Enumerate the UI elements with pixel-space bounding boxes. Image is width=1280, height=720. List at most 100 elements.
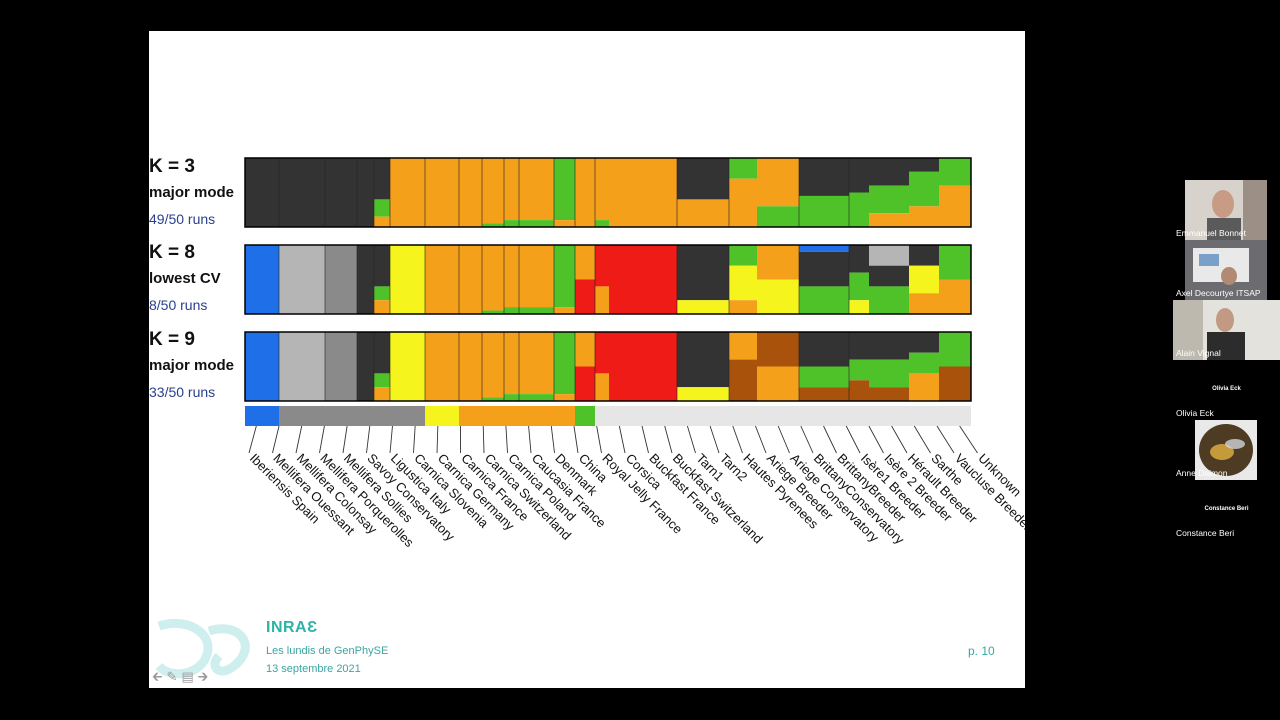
- admixture-bar: [849, 380, 869, 401]
- admixture-bar: [939, 158, 971, 186]
- k8-title: K = 8: [149, 242, 195, 263]
- structure-row-frame: [244, 331, 972, 402]
- population-leader-line: [550, 425, 555, 454]
- admixture-bar: [939, 332, 971, 367]
- admixture-bar: [609, 245, 677, 314]
- admixture-bar: [325, 158, 357, 227]
- admixture-bar: [554, 394, 575, 401]
- admixture-bar: [482, 245, 504, 311]
- k8-label-group: K = 8 lowest CV 8/50 runs: [149, 242, 249, 315]
- population-leader-line: [342, 425, 348, 454]
- admixture-bar: [757, 366, 799, 401]
- admixture-bar: [279, 245, 325, 314]
- admixture-bar: [849, 300, 869, 314]
- admixture-bar: [729, 245, 757, 266]
- admixture-bar: [729, 359, 757, 401]
- admixture-bar: [757, 206, 799, 227]
- admixture-bar: [849, 332, 869, 360]
- admixture-bar: [575, 366, 595, 401]
- structure-row-frame: [244, 244, 972, 315]
- arrow-right-icon[interactable]: 🡲: [197, 669, 209, 684]
- admixture-bar: [374, 216, 390, 227]
- admixture-bar: [595, 332, 609, 374]
- admixture-bar: [799, 158, 849, 196]
- admixture-bar: [677, 332, 729, 388]
- admixture-bar: [504, 158, 519, 221]
- participant-tile[interactable]: Alain Vignal: [1173, 300, 1280, 360]
- admixture-bar: [504, 245, 519, 308]
- admixture-bar: [909, 293, 939, 314]
- population-strip-block: [575, 406, 595, 426]
- arrow-left-icon[interactable]: 🡰: [152, 669, 163, 684]
- admixture-bar: [849, 245, 869, 273]
- admixture-bar: [677, 245, 729, 301]
- admixture-bar: [849, 192, 869, 227]
- participant-tile[interactable]: Olivia Eck Olivia Eck: [1173, 360, 1280, 420]
- participant-name: Emmanuel Bonnet: [1176, 228, 1246, 238]
- k9-runs: 33/50 runs: [149, 384, 216, 400]
- admixture-bar: [799, 366, 849, 388]
- admixture-bar: [595, 286, 609, 314]
- participant-tile[interactable]: Anne Dalmon: [1173, 420, 1280, 480]
- population-leader-line: [891, 425, 908, 454]
- participant-video: [1173, 300, 1280, 360]
- pen-icon[interactable]: ✎: [166, 669, 178, 684]
- population-strip-block: [245, 406, 279, 426]
- admixture-bar: [869, 245, 909, 266]
- admixture-bar: [390, 245, 425, 314]
- k8-runs: 8/50 runs: [149, 297, 208, 313]
- participants-panel: Emmanuel Bonnet Axel Decourtye ITSAP Ala…: [1173, 180, 1280, 540]
- admixture-bar: [519, 158, 554, 221]
- admixture-bar: [519, 245, 554, 308]
- k9-title: K = 9: [149, 329, 195, 350]
- admixture-bar: [909, 245, 939, 266]
- admixture-bar: [869, 265, 909, 287]
- admixture-bar: [869, 185, 909, 214]
- admixture-bar: [482, 158, 504, 224]
- admixture-bar: [869, 359, 909, 388]
- admixture-bar: [939, 245, 971, 280]
- population-leader-line: [800, 425, 814, 454]
- population-leader-line: [319, 425, 325, 454]
- inrae-logo: INRAƐ: [266, 619, 318, 636]
- bee-icon: [1195, 420, 1257, 480]
- k9-mode: major mode: [149, 357, 235, 374]
- slides-icon[interactable]: ▤: [181, 669, 194, 684]
- participant-name: Anne Dalmon: [1176, 468, 1228, 478]
- admixture-bar: [519, 332, 554, 395]
- admixture-bar: [595, 245, 609, 287]
- admixture-bar: [939, 366, 971, 401]
- k3-label-group: K = 3 major mode 49/50 runs: [149, 156, 249, 229]
- admixture-bar: [939, 185, 971, 227]
- admixture-bar: [374, 199, 390, 217]
- presentation-slide: Iberiensis Spain Mellifera Ouessant Mellif…: [149, 31, 1025, 688]
- admixture-bar: [459, 332, 482, 401]
- k8-mode: lowest CV: [149, 270, 221, 287]
- k3-mode: major mode: [149, 184, 235, 201]
- admixture-bar: [757, 332, 799, 367]
- population-leader-line: [686, 425, 696, 454]
- participant-tile[interactable]: Emmanuel Bonnet: [1173, 180, 1280, 240]
- participant-tile[interactable]: Axel Decourtye ITSAP: [1173, 240, 1280, 300]
- admixture-bar: [909, 373, 939, 401]
- participant-video: [1185, 180, 1267, 240]
- participant-video: [1185, 240, 1267, 300]
- k3-runs: 49/50 runs: [149, 211, 216, 227]
- participant-center-name: Olivia Eck: [1212, 386, 1241, 392]
- population-leader-line: [755, 425, 767, 454]
- admixture-bar: [459, 158, 482, 227]
- admixture-bar: [729, 300, 757, 314]
- admixture-bar: [357, 332, 374, 401]
- admixture-bar: [909, 171, 939, 207]
- admixture-bar: [869, 158, 909, 186]
- population-leader-line: [845, 425, 861, 454]
- population-leader-line: [295, 425, 303, 454]
- admixture-bar: [374, 300, 390, 314]
- admixture-bar: [390, 158, 425, 227]
- admixture-bar: [374, 373, 390, 388]
- admixture-bar: [482, 332, 504, 398]
- participant-tile[interactable]: Constance Beri Constance Beri: [1173, 480, 1280, 540]
- population-leader-line: [709, 425, 720, 454]
- population-leader-line: [959, 425, 978, 454]
- population-leader-line: [732, 425, 743, 454]
